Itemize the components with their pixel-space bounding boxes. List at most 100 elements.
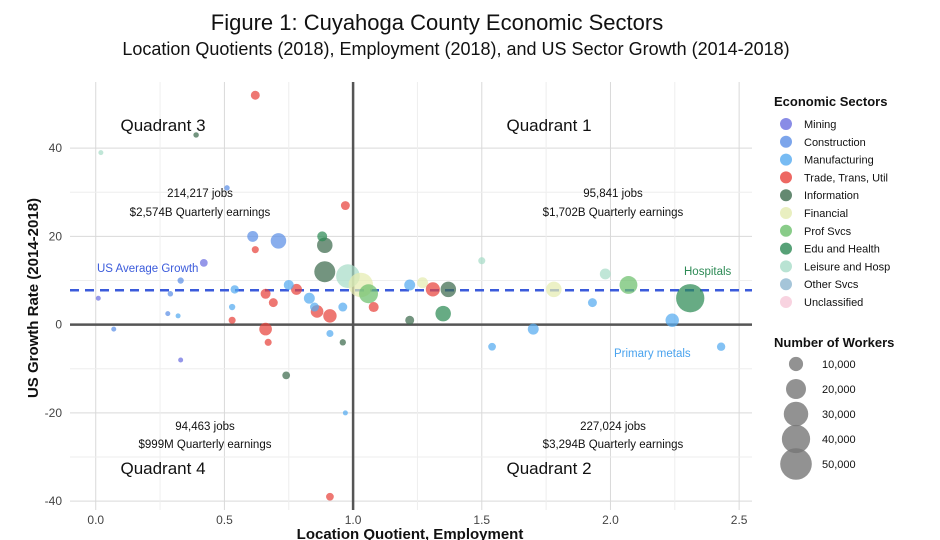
legend-label: Other Svcs xyxy=(804,279,859,291)
data-point xyxy=(247,230,259,242)
y-tick-label: 40 xyxy=(49,141,63,155)
data-point xyxy=(228,303,236,311)
quadrant-1-label: Quadrant 1 xyxy=(506,116,591,135)
data-point xyxy=(283,279,294,290)
data-point xyxy=(317,237,333,254)
x-axis-label: Location Quotient, Employment xyxy=(297,526,524,540)
data-point xyxy=(546,281,562,298)
data-point xyxy=(270,233,287,249)
data-point xyxy=(314,261,336,283)
data-point xyxy=(478,257,486,265)
size-legend-label: 50,000 xyxy=(822,459,856,471)
quadrant-4-jobs: 94,463 jobs xyxy=(175,421,235,433)
legend-swatch xyxy=(780,242,792,255)
size-legend-circle xyxy=(786,379,806,399)
legend-label: Trade, Trans, Util xyxy=(804,172,888,184)
data-point xyxy=(587,298,597,308)
y-tick-label: 20 xyxy=(49,229,63,243)
legend-label: Prof Svcs xyxy=(804,226,852,238)
data-point xyxy=(290,283,302,295)
legend-label: Mining xyxy=(804,119,836,131)
size-legend-label: 20,000 xyxy=(822,384,856,396)
plot-background xyxy=(70,82,752,510)
quadrant-4-earnings: $999M Quarterly earnings xyxy=(139,439,272,451)
data-point xyxy=(98,150,104,156)
data-point xyxy=(165,311,171,317)
legend-swatch xyxy=(780,296,792,308)
x-tick-label: 2.0 xyxy=(602,513,619,527)
data-point xyxy=(268,298,278,308)
size-legend-label: 40,000 xyxy=(822,434,856,446)
data-point xyxy=(310,302,319,312)
data-point xyxy=(228,316,236,324)
data-point xyxy=(260,288,271,299)
data-point xyxy=(167,291,174,297)
size-legend-label: 10,000 xyxy=(822,359,856,371)
data-point xyxy=(440,281,457,298)
data-point xyxy=(404,279,416,291)
legend-swatch xyxy=(780,118,792,130)
hospitals-label: Hospitals xyxy=(684,266,732,278)
quadrant-3-earnings: $2,574B Quarterly earnings xyxy=(130,207,271,219)
data-point xyxy=(417,277,429,289)
size-legend: 10,000 20,000 30,000 40,000 50,000 xyxy=(780,356,856,480)
data-point xyxy=(326,329,334,338)
legend-swatch xyxy=(780,135,792,148)
legend-label: Manufacturing xyxy=(804,155,874,167)
data-point xyxy=(230,285,239,294)
data-point xyxy=(368,302,379,313)
quadrant-3-jobs: 214,217 jobs xyxy=(167,188,233,200)
quadrant-2-earnings: $3,294B Quarterly earnings xyxy=(543,439,684,451)
data-point xyxy=(264,338,272,346)
data-point xyxy=(425,282,440,297)
data-point xyxy=(340,201,350,211)
legend-label: Construction xyxy=(804,137,866,149)
data-point xyxy=(251,246,259,254)
legend-swatch xyxy=(780,171,792,184)
data-point xyxy=(177,277,184,284)
legend-swatch xyxy=(780,153,792,166)
data-point xyxy=(359,284,379,304)
legend-swatch xyxy=(780,278,792,291)
size-legend-circle xyxy=(783,401,809,427)
data-points xyxy=(95,90,726,501)
legend-swatch xyxy=(780,260,792,273)
data-point xyxy=(339,339,346,346)
data-point xyxy=(665,313,679,327)
size-legend-title: Number of Workers xyxy=(774,335,894,350)
quadrant-2-jobs: 227,024 jobs xyxy=(580,421,646,433)
quadrant-4-label: Quadrant 4 xyxy=(120,459,205,478)
legend-label: Information xyxy=(804,190,859,202)
primary-metals-label: Primary metals xyxy=(614,348,691,360)
data-point xyxy=(250,90,260,100)
x-tick-label: 1.0 xyxy=(345,513,362,527)
chart-subtitle: Location Quotients (2018), Employment (2… xyxy=(122,39,789,59)
us-average-label: US Average Growth xyxy=(97,263,198,275)
reference-lines xyxy=(70,82,752,510)
data-point xyxy=(259,322,272,336)
x-tick-label: 2.5 xyxy=(731,513,748,527)
data-point xyxy=(199,259,208,267)
data-point xyxy=(111,326,117,332)
data-point xyxy=(193,132,199,138)
quadrant-3-label: Quadrant 3 xyxy=(120,116,205,135)
size-legend-label: 30,000 xyxy=(822,409,856,421)
data-point xyxy=(95,295,101,301)
legend-label: Financial xyxy=(804,208,848,220)
x-tick-label: 0.0 xyxy=(87,513,104,527)
quadrant-1-earnings: $1,702B Quarterly earnings xyxy=(543,207,684,219)
data-point xyxy=(175,313,181,319)
data-point xyxy=(488,342,496,351)
data-point xyxy=(619,276,638,294)
y-axis-label: US Growth Rate (2014-2018) xyxy=(25,198,42,398)
y-tick-label: 0 xyxy=(55,318,62,332)
quadrant-1-jobs: 95,841 jobs xyxy=(583,188,643,200)
data-point xyxy=(435,305,451,322)
sector-legend-title: Economic Sectors xyxy=(774,94,887,109)
quadrant-2-label: Quadrant 2 xyxy=(506,459,591,478)
size-legend-circle xyxy=(788,356,804,372)
data-point xyxy=(342,410,348,416)
x-tick-label: 0.5 xyxy=(216,513,233,527)
legend-swatch xyxy=(780,224,792,237)
